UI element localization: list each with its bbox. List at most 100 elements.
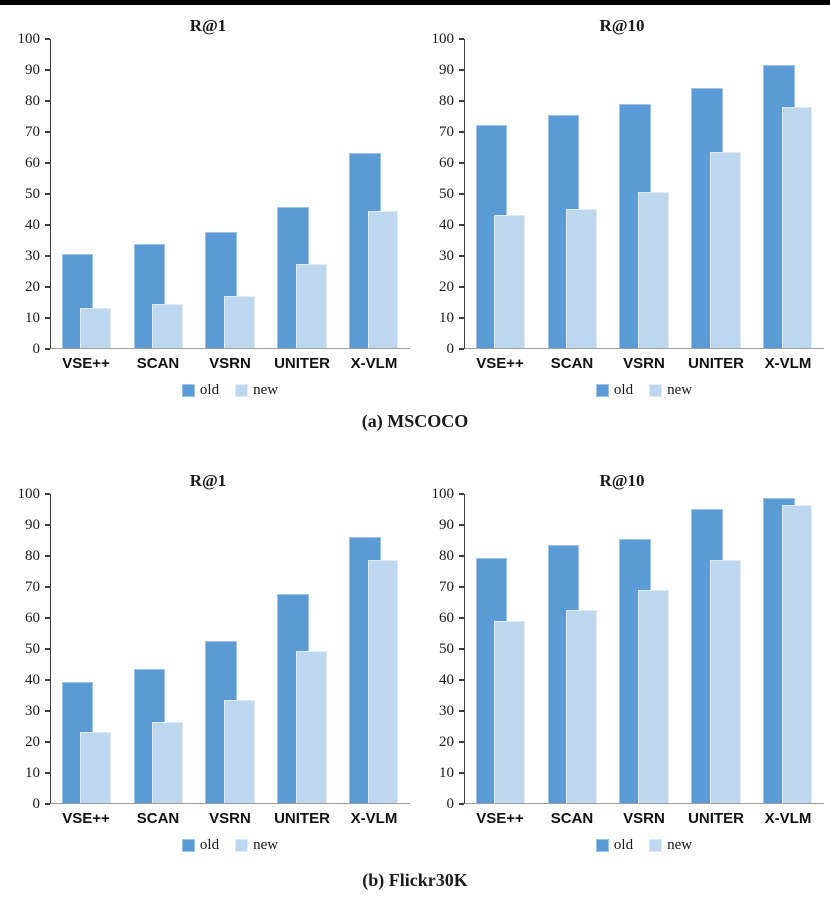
chart-body: 0 10 20 30 40 50 60 70 80 90 100: [420, 486, 824, 812]
plot-area: [464, 494, 824, 804]
x-label-scan: SCAN: [136, 809, 180, 827]
chart-title: R@10: [599, 16, 645, 35]
bar-group-xvlm: [338, 39, 410, 348]
bar-new-scan: [152, 303, 184, 348]
y-tick-label-10: 10: [25, 310, 40, 326]
y-tick-mark: [459, 679, 464, 681]
y-tick-label-30: 30: [439, 703, 454, 719]
chart-legend: old new: [50, 832, 410, 858]
bar-new-vsrn: [224, 699, 255, 803]
y-tick-mark: [45, 586, 50, 588]
y-tick-label-0: 0: [446, 796, 455, 812]
chart-body: 0 10 20 30 40 50 60 70 80 90 100: [420, 31, 824, 357]
x-label-vse: VSE++: [62, 354, 110, 372]
y-tick-label-100: 100: [17, 486, 41, 502]
bar-group-xvlm: [338, 494, 410, 803]
legend-item-old: old: [181, 837, 219, 854]
x-label-uniter: UNITER: [274, 354, 330, 372]
y-tick-mark: [459, 100, 464, 102]
y-tick-label-20: 20: [439, 279, 454, 295]
y-tick-label-100: 100: [17, 31, 41, 47]
page-top-rule: [0, 0, 830, 5]
bar-new-scan: [566, 609, 598, 803]
legend-label-old: old: [199, 381, 220, 398]
x-label-xvlm: X-VLM: [764, 354, 812, 372]
y-tick-mark: [459, 69, 464, 71]
bar-group-scan: [537, 39, 609, 348]
y-tick-mark: [459, 586, 464, 588]
bar-group-vse: [465, 494, 537, 803]
legend-swatch-new: [235, 838, 249, 852]
y-tick-mark: [45, 679, 50, 681]
legend-item-new: new: [235, 837, 278, 854]
y-tick-label-30: 30: [25, 248, 40, 264]
bar-group-vsrn: [195, 39, 267, 348]
chart-legend: old new: [464, 832, 824, 858]
y-tick-mark: [459, 493, 464, 495]
x-label-scan: SCAN: [550, 354, 594, 372]
charts-row-mscoco: R@1 0 10 20 30 40 50 60 70 80 90 100 VSE++ SCAN VSRN…: [0, 5, 830, 403]
legend-swatch-new: [649, 383, 663, 397]
y-tick-label-70: 70: [439, 579, 454, 595]
chart-panel-mscoco-r10: R@10 0 10 20 30 40 50 60 70 80 90 100 VSE++ SCAN VSR…: [420, 13, 824, 403]
chart-body: 0 10 20 30 40 50 60 70 80 90 100: [6, 31, 410, 357]
y-tick-mark: [459, 772, 464, 774]
legend-label-new: new: [667, 836, 693, 853]
bar-group-scan: [123, 39, 195, 348]
y-tick-mark: [45, 38, 50, 40]
y-tick-label-50: 50: [25, 186, 40, 202]
y-axis: 0 10 20 30 40 50 60 70 80 90 100: [420, 486, 464, 812]
y-tick-mark: [459, 348, 464, 350]
x-label-vsrn: VSRN: [209, 354, 251, 372]
x-label-uniter: UNITER: [688, 354, 744, 372]
plot-area: [464, 39, 824, 349]
y-tick-mark: [45, 803, 50, 805]
y-tick-mark: [45, 617, 50, 619]
subfigure-caption-b: (b) Flickr30K: [362, 870, 468, 890]
bar-group-vse: [465, 39, 537, 348]
y-tick-mark: [45, 69, 50, 71]
x-label-vse: VSE++: [476, 354, 524, 372]
x-label-scan: SCAN: [550, 809, 594, 827]
y-tick-label-70: 70: [25, 579, 40, 595]
y-tick-label-60: 60: [25, 155, 40, 171]
y-tick-mark: [459, 193, 464, 195]
y-tick-mark: [45, 100, 50, 102]
y-tick-label-80: 80: [25, 548, 40, 564]
y-tick-mark: [459, 803, 464, 805]
chart-legend: old new: [50, 377, 410, 403]
chart-title: R@10: [599, 471, 645, 490]
y-tick-mark: [45, 524, 50, 526]
y-tick-mark: [45, 555, 50, 557]
y-tick-mark: [459, 741, 464, 743]
y-tick-label-80: 80: [25, 93, 40, 109]
y-tick-label-60: 60: [439, 155, 454, 171]
y-tick-label-40: 40: [439, 217, 454, 233]
x-axis-labels: VSE++ SCAN VSRN UNITER X-VLM: [464, 349, 824, 377]
chart-title: R@1: [189, 471, 227, 490]
bar-group-scan: [537, 494, 609, 803]
bar-new-uniter: [295, 650, 327, 803]
y-tick-mark: [45, 493, 50, 495]
y-tick-label-20: 20: [25, 734, 40, 750]
x-label-vsrn: VSRN: [623, 809, 665, 827]
y-tick-mark: [459, 162, 464, 164]
x-label-uniter: UNITER: [688, 809, 744, 827]
y-axis: 0 10 20 30 40 50 60 70 80 90 100: [6, 31, 50, 357]
legend-item-old: old: [595, 381, 634, 399]
y-tick-mark: [45, 131, 50, 133]
y-tick-mark: [45, 710, 50, 712]
legend-swatch-old: [181, 383, 195, 397]
bar-group-vsrn: [609, 494, 681, 803]
y-tick-label-20: 20: [439, 734, 454, 750]
y-tick-label-50: 50: [439, 641, 454, 657]
y-tick-mark: [459, 555, 464, 557]
y-axis: 0 10 20 30 40 50 60 70 80 90 100: [420, 31, 464, 357]
legend-swatch-old: [181, 838, 195, 852]
y-tick-label-30: 30: [25, 703, 40, 719]
legend-label-old: old: [613, 381, 634, 398]
y-tick-label-100: 100: [431, 486, 455, 502]
legend-item-old: old: [595, 837, 633, 854]
y-tick-mark: [45, 741, 50, 743]
y-tick-mark: [45, 162, 50, 164]
